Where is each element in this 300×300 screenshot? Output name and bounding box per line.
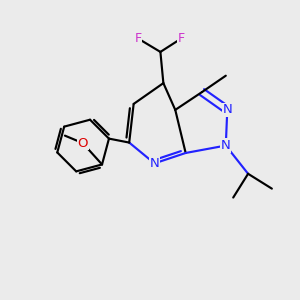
Text: N: N xyxy=(221,139,231,152)
Text: N: N xyxy=(222,103,232,116)
Text: F: F xyxy=(178,32,185,45)
Text: F: F xyxy=(134,32,142,45)
Text: O: O xyxy=(77,136,88,150)
Text: N: N xyxy=(150,157,159,170)
